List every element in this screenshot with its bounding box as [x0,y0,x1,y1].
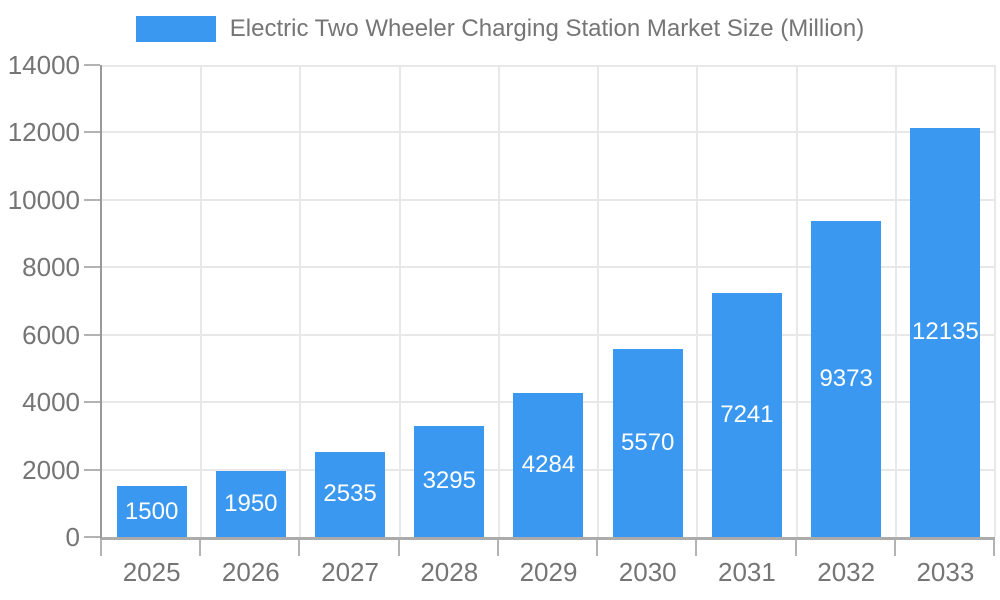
gridline-vertical [398,65,401,537]
category-cell: 1500 [102,65,203,537]
x-axis-tick [893,540,896,556]
x-axis-label: 2027 [321,557,379,587]
gridline-horizontal [102,266,995,268]
y-axis-label: 2000 [22,455,80,485]
gridline-vertical [696,65,699,537]
y-axis-label: 8000 [22,252,80,282]
bar-value-label: 12135 [912,318,979,346]
y-axis-label: 10000 [7,185,80,215]
category-cell: 9373 [797,65,897,537]
bar: 1950 [215,471,286,537]
bar: 9373 [811,221,882,537]
x-axis-tick [794,540,797,556]
bar-value-label: 4284 [521,450,576,478]
category-cell: 5570 [598,65,699,537]
x-axis-tick [993,540,995,556]
chart-legend: Electric Two Wheeler Charging Station Ma… [0,12,1000,46]
x-axis-label: 2029 [519,557,578,587]
y-axis-label: 6000 [22,320,80,350]
gridline-vertical [894,65,897,537]
x-axis-tick [199,540,202,556]
y-axis-tick [84,199,100,201]
y-axis-label: 0 [65,522,80,552]
bar: 2535 [315,451,386,537]
bar-value-label: 5570 [621,429,675,457]
gridline-vertical [993,65,996,537]
bar-value-label: 9373 [819,365,873,392]
x-axis-label: 2033 [916,557,975,587]
legend-label: Electric Two Wheeler Charging Station Ma… [229,15,865,42]
y-axis-tick [84,401,100,403]
x-axis-label: 2026 [221,557,280,587]
y-axis-tick [84,469,100,471]
category-cell: 1950 [201,65,302,537]
gridline-horizontal [102,199,995,201]
category-cell: 2535 [300,65,401,537]
gridline-vertical [497,65,500,537]
bar: 3295 [414,425,485,537]
y-axis-tick [84,536,100,538]
bar: 7241 [711,292,782,537]
plot-area: 1500 1950 2535 3295 4284 5570 7241 9373 12135 [100,65,996,540]
x-axis-tick [695,540,698,556]
x-axis-tick [596,540,599,556]
y-axis-label: 14000 [7,50,80,80]
category-cell: 7241 [697,65,798,537]
bar: 4284 [513,392,584,537]
y-axis-label: 12000 [7,117,80,147]
y-axis-tick [84,334,100,336]
bar-value-label: 1950 [224,490,278,518]
x-axis-label: 2025 [122,557,181,587]
category-cell: 4284 [499,65,600,537]
gridline-vertical [299,65,302,537]
x-axis-label: 2032 [817,557,876,587]
bar: 5570 [612,349,683,537]
gridline-vertical [597,65,600,537]
y-axis-tick [84,64,100,66]
bar-value-label: 2535 [323,480,377,508]
x-axis-label: 2030 [618,557,677,587]
gridline-vertical [795,65,798,537]
gridline-horizontal [102,131,995,133]
gridline-vertical [200,65,203,537]
bar: 1500 [116,486,187,537]
x-axis-tick [298,540,301,556]
legend-swatch [135,16,216,42]
x-axis-tick [496,540,499,556]
x-axis-label: 2031 [718,557,776,587]
x-axis-label: 2028 [420,557,479,587]
y-axis-tick [84,131,100,133]
y-axis-label: 4000 [22,387,80,417]
bar-value-label: 1500 [124,497,179,525]
gridline-horizontal [102,334,995,336]
bar-value-label: 7241 [720,400,774,428]
x-axis-tick [100,540,102,556]
bar-value-label: 3295 [422,467,476,495]
y-axis-tick [84,266,100,268]
gridline-horizontal [102,65,995,67]
category-cell: 12135 [896,65,996,537]
x-axis-tick [397,540,400,556]
category-cell: 3295 [400,65,500,537]
bar: 12135 [910,127,981,537]
